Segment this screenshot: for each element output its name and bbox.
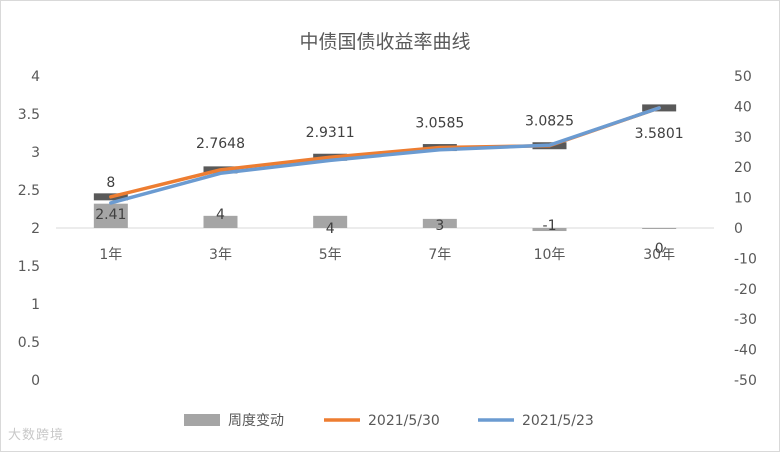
y-left-tick-label: 3.5 xyxy=(18,107,40,123)
y-left-tick-label: 2 xyxy=(31,221,40,237)
watermark: 大数跨境 xyxy=(8,428,65,443)
y-right-tick-label: -20 xyxy=(734,282,757,298)
bar-data-label: 3 xyxy=(435,218,444,234)
y-left-tick-label: 1.5 xyxy=(18,259,40,275)
y-left-tick-label: 4 xyxy=(31,69,40,85)
bar-data-label: 4 xyxy=(326,221,335,237)
bar-weekly-change xyxy=(203,215,238,228)
line-data-label: 3.0585 xyxy=(415,116,464,132)
line-data-label: 2.7648 xyxy=(196,136,245,152)
y-right-tick-label: -50 xyxy=(734,373,757,389)
line-data-label: 3.5801 xyxy=(635,126,684,142)
bar-weekly-change xyxy=(642,228,677,229)
y-right-tick-label: 50 xyxy=(734,69,752,85)
y-right-tick-label: 30 xyxy=(734,130,752,146)
bar-weekly-change xyxy=(313,215,348,228)
legend-label: 周度变动 xyxy=(228,413,284,429)
y-right-tick-label: -40 xyxy=(734,343,757,359)
y-right-tick-label: 40 xyxy=(734,99,752,115)
y-left-tick-label: 1 xyxy=(31,297,40,313)
chart-title: 中债国债收益率曲线 xyxy=(299,31,470,53)
legend-swatch-bar xyxy=(184,414,220,426)
x-category-label: 5年 xyxy=(319,247,342,263)
bar-weekly-change xyxy=(93,203,128,228)
bar-data-label: 0 xyxy=(655,241,664,257)
y-right-tick-label: 10 xyxy=(734,191,752,207)
x-category-label: 30年 xyxy=(643,247,675,263)
x-category-label: 7年 xyxy=(428,247,451,263)
bar-data-label: -1 xyxy=(543,218,557,234)
y-right-tick-label: -10 xyxy=(734,251,757,267)
line-data-label: 2.9311 xyxy=(306,125,355,141)
y-right-tick-label: 20 xyxy=(734,160,752,176)
line-series-2021-5-30 xyxy=(109,106,661,199)
legend-label: 2021/5/23 xyxy=(522,413,594,429)
y-left-tick-label: 0 xyxy=(31,373,40,389)
y-left-tick-label: 3 xyxy=(31,145,40,161)
line-series-2021-5-23 xyxy=(109,106,661,205)
line-data-label: 2.41 xyxy=(95,207,126,223)
bar-data-label: 4 xyxy=(216,207,225,223)
x-category-label: 10年 xyxy=(534,247,566,263)
bar-data-label: 8 xyxy=(106,175,115,191)
x-category-label: 3年 xyxy=(209,247,232,263)
y-left-tick-label: 2.5 xyxy=(18,183,40,199)
legend-label: 2021/5/30 xyxy=(368,413,440,429)
bar-weekly-change xyxy=(532,228,567,232)
y-right-tick-label: 0 xyxy=(734,221,743,237)
y-right-tick-label: -30 xyxy=(734,312,757,328)
y-left-tick-label: 0.5 xyxy=(18,335,40,351)
line-data-label: 3.0825 xyxy=(525,114,574,130)
bar-weekly-change xyxy=(422,218,457,228)
x-category-label: 1年 xyxy=(99,247,122,263)
